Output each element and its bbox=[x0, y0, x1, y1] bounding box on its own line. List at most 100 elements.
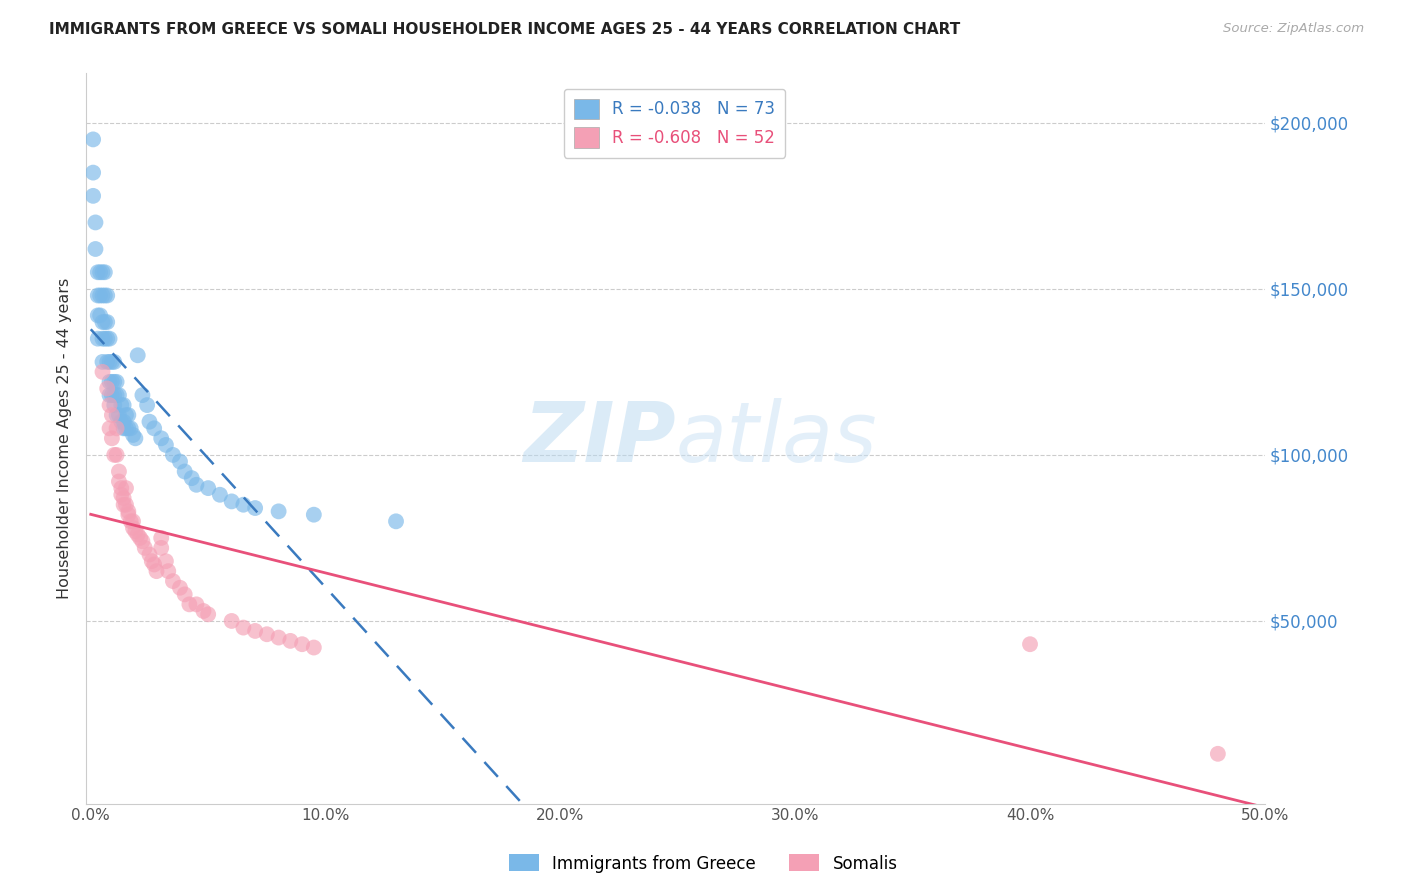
Point bbox=[141, 554, 163, 568]
Point bbox=[112, 415, 135, 429]
Point bbox=[110, 488, 132, 502]
Point bbox=[98, 355, 121, 369]
Point bbox=[108, 408, 131, 422]
Point bbox=[155, 438, 177, 452]
Point bbox=[150, 531, 173, 545]
Point bbox=[115, 481, 138, 495]
Point bbox=[82, 166, 104, 180]
Point bbox=[197, 481, 219, 495]
Point bbox=[173, 587, 195, 601]
Point bbox=[124, 431, 146, 445]
Point bbox=[89, 288, 111, 302]
Point bbox=[131, 534, 153, 549]
Point bbox=[87, 265, 110, 279]
Point bbox=[1019, 637, 1042, 651]
Point bbox=[117, 504, 139, 518]
Point bbox=[98, 398, 121, 412]
Point bbox=[105, 448, 128, 462]
Point bbox=[98, 332, 121, 346]
Point bbox=[91, 288, 114, 302]
Text: Source: ZipAtlas.com: Source: ZipAtlas.com bbox=[1223, 22, 1364, 36]
Point bbox=[157, 564, 180, 578]
Point bbox=[87, 332, 110, 346]
Point bbox=[143, 558, 166, 572]
Point bbox=[127, 348, 149, 362]
Point bbox=[91, 265, 114, 279]
Point bbox=[110, 415, 132, 429]
Point bbox=[91, 365, 114, 379]
Point bbox=[134, 541, 156, 555]
Point bbox=[122, 428, 145, 442]
Point bbox=[1206, 747, 1229, 761]
Text: IMMIGRANTS FROM GREECE VS SOMALI HOUSEHOLDER INCOME AGES 25 - 44 YEARS CORRELATI: IMMIGRANTS FROM GREECE VS SOMALI HOUSEHO… bbox=[49, 22, 960, 37]
Point bbox=[105, 388, 128, 402]
Point bbox=[89, 309, 111, 323]
Point bbox=[98, 421, 121, 435]
Point bbox=[103, 388, 125, 402]
Point bbox=[197, 607, 219, 622]
Point bbox=[143, 421, 166, 435]
Text: atlas: atlas bbox=[675, 398, 877, 479]
Point bbox=[186, 477, 208, 491]
Point bbox=[150, 541, 173, 555]
Point bbox=[129, 531, 152, 545]
Text: ZIP: ZIP bbox=[523, 398, 675, 479]
Point bbox=[98, 388, 121, 402]
Point bbox=[131, 388, 153, 402]
Point bbox=[117, 408, 139, 422]
Point bbox=[91, 355, 114, 369]
Point bbox=[120, 514, 142, 528]
Point bbox=[91, 332, 114, 346]
Point bbox=[302, 640, 325, 655]
Point bbox=[256, 627, 278, 641]
Point bbox=[180, 471, 202, 485]
Point bbox=[280, 633, 302, 648]
Point bbox=[103, 355, 125, 369]
Point bbox=[108, 465, 131, 479]
Point bbox=[138, 415, 160, 429]
Point bbox=[136, 398, 159, 412]
Point bbox=[221, 494, 243, 508]
Point bbox=[87, 288, 110, 302]
Point bbox=[94, 332, 117, 346]
Point bbox=[96, 288, 118, 302]
Point bbox=[96, 332, 118, 346]
Point bbox=[84, 215, 107, 229]
Point bbox=[186, 598, 208, 612]
Point bbox=[96, 315, 118, 329]
Point bbox=[150, 431, 173, 445]
Point bbox=[112, 491, 135, 505]
Point bbox=[82, 132, 104, 146]
Point bbox=[302, 508, 325, 522]
Point bbox=[108, 475, 131, 489]
Point bbox=[101, 431, 124, 445]
Point bbox=[122, 514, 145, 528]
Point bbox=[115, 421, 138, 435]
Point bbox=[110, 398, 132, 412]
Point bbox=[101, 388, 124, 402]
Point bbox=[91, 315, 114, 329]
Point bbox=[94, 265, 117, 279]
Point bbox=[96, 382, 118, 396]
Legend: Immigrants from Greece, Somalis: Immigrants from Greece, Somalis bbox=[502, 847, 904, 880]
Point bbox=[291, 637, 314, 651]
Y-axis label: Householder Income Ages 25 - 44 years: Householder Income Ages 25 - 44 years bbox=[58, 277, 72, 599]
Point bbox=[82, 189, 104, 203]
Point bbox=[117, 421, 139, 435]
Point bbox=[103, 448, 125, 462]
Point bbox=[127, 527, 149, 541]
Point bbox=[193, 604, 215, 618]
Point bbox=[89, 265, 111, 279]
Point bbox=[138, 548, 160, 562]
Point bbox=[115, 408, 138, 422]
Point bbox=[103, 398, 125, 412]
Point bbox=[101, 375, 124, 389]
Point bbox=[169, 581, 191, 595]
Point bbox=[105, 408, 128, 422]
Point bbox=[108, 388, 131, 402]
Point bbox=[169, 454, 191, 468]
Point bbox=[221, 614, 243, 628]
Point bbox=[232, 621, 254, 635]
Point bbox=[385, 514, 408, 528]
Point bbox=[243, 501, 266, 516]
